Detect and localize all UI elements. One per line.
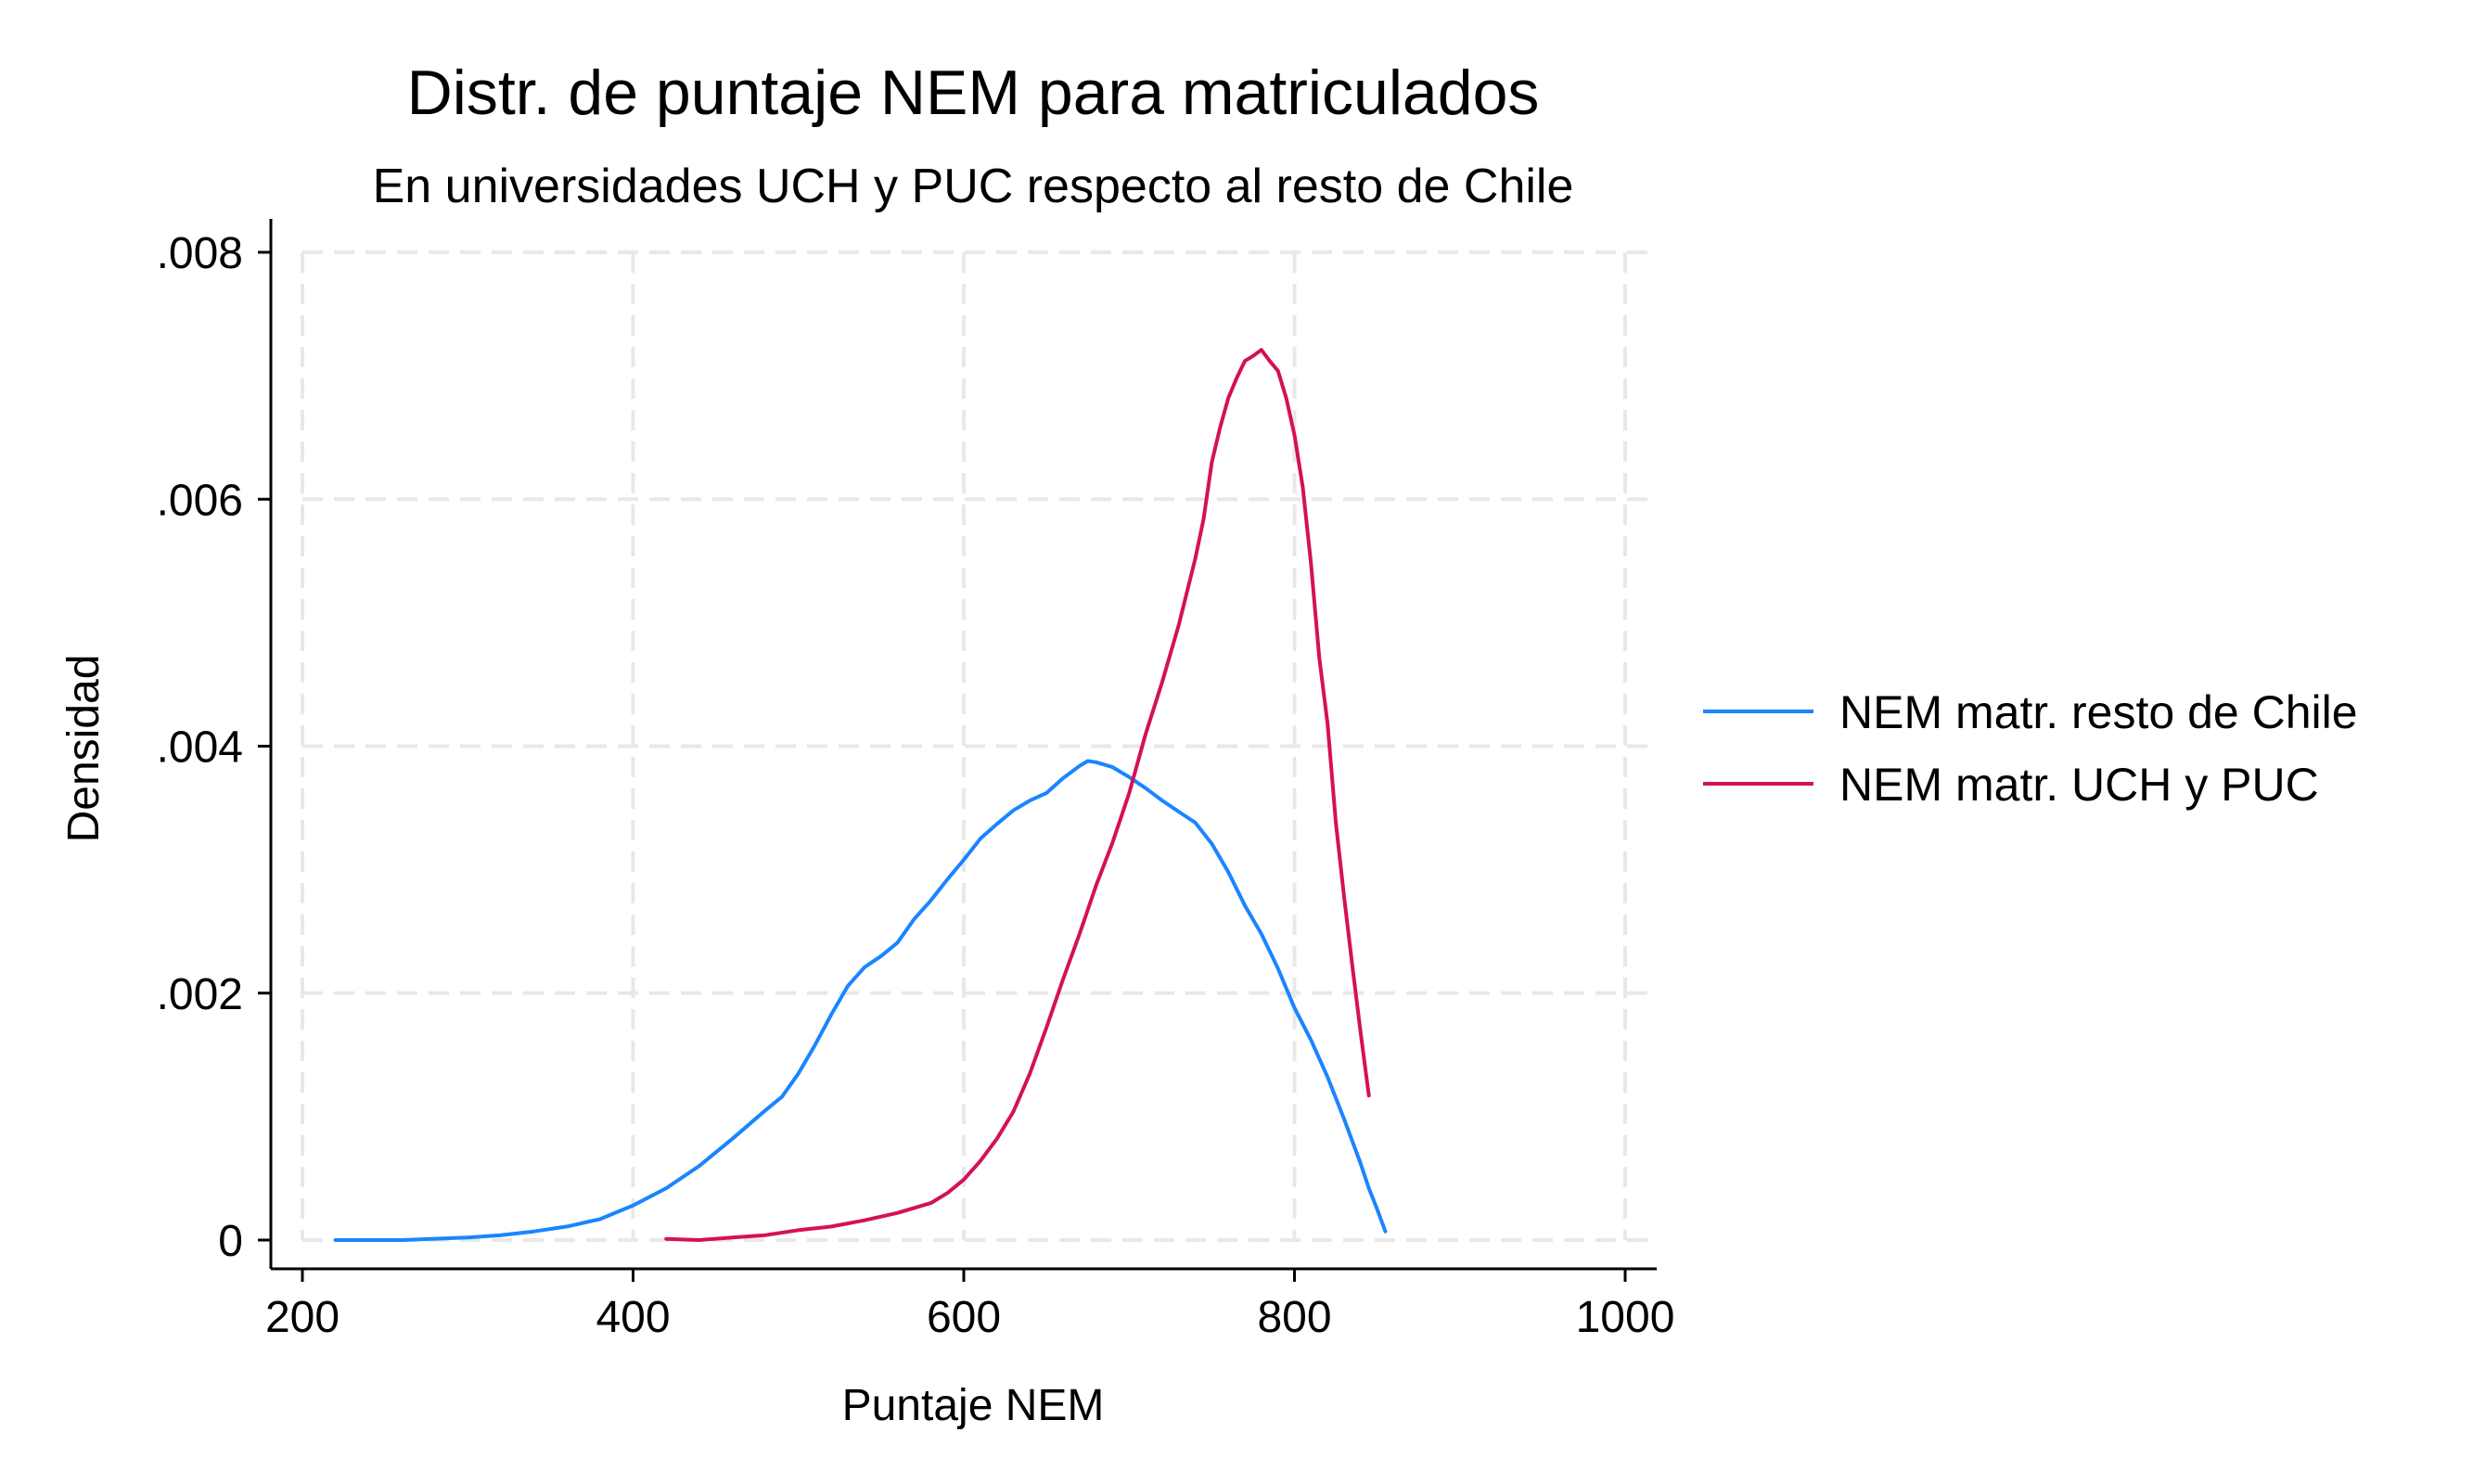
y-tick-label: .002 <box>157 970 243 1019</box>
legend-label-2: NEM matr. UCH y PUC <box>1839 759 2319 811</box>
y-tick-label: 0 <box>218 1217 243 1266</box>
series-line-1 <box>333 759 1388 1242</box>
x-tick-label: 600 <box>927 1293 1001 1342</box>
chart-subtitle: En universidades UCH y PUC respecto al r… <box>373 160 1574 213</box>
x-tick-label: 1000 <box>1576 1293 1675 1342</box>
legend: NEM matr. resto de Chile NEM matr. UCH y … <box>1703 686 2358 811</box>
x-axis-title: Puntaje NEM <box>842 1381 1105 1430</box>
series-line-2 <box>664 348 1371 1242</box>
y-axis-title: Densidad <box>59 655 109 843</box>
legend-label-1: NEM matr. resto de Chile <box>1839 686 2358 738</box>
x-tick-label: 800 <box>1257 1293 1331 1342</box>
series-lines <box>333 348 1388 1242</box>
x-tick-label: 400 <box>596 1293 670 1342</box>
grid-lines <box>301 250 1657 1242</box>
y-tick-label: .006 <box>157 476 243 525</box>
y-tick-label: .008 <box>157 229 243 278</box>
chart-title: Distr. de puntaje NEM para matriculados <box>407 58 1540 128</box>
axes <box>258 219 1657 1282</box>
y-tick-label: .004 <box>157 723 243 773</box>
x-tick-label: 200 <box>265 1293 340 1342</box>
tick-labels: 200 400 600 800 1000 0 .002 .004 .006 .008 <box>157 229 1675 1342</box>
